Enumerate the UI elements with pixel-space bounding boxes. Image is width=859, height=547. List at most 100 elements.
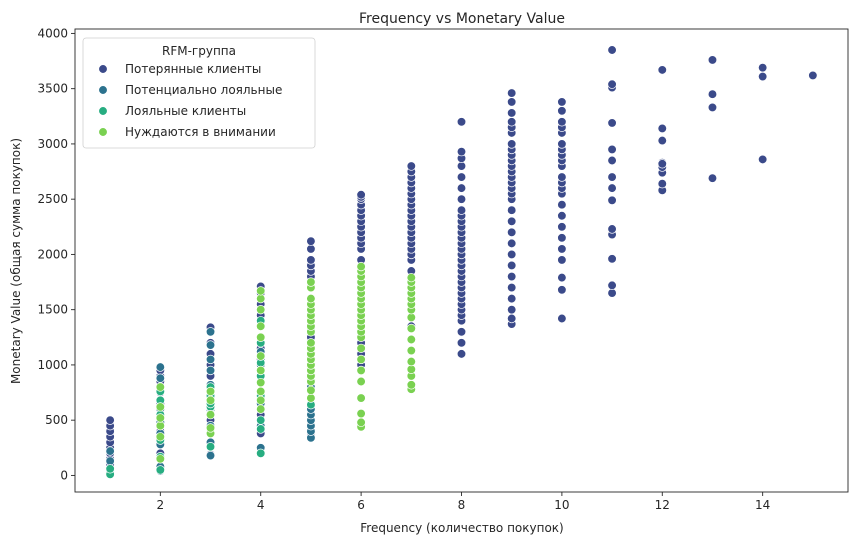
data-point — [205, 450, 216, 461]
data-point — [808, 70, 818, 81]
legend-label: Лояльные клиенты — [125, 104, 246, 118]
data-point — [205, 327, 216, 337]
x-tick-label: 12 — [655, 498, 670, 512]
data-point — [356, 417, 366, 428]
data-point — [607, 172, 617, 182]
data-point — [456, 183, 467, 193]
legend-title: RFM-группа — [162, 44, 236, 58]
data-point — [557, 285, 567, 295]
x-tick-label: 14 — [755, 498, 770, 512]
data-point — [557, 97, 567, 107]
data-point — [205, 365, 216, 376]
x-axis-label: Frequency (количество покупок) — [360, 521, 564, 535]
data-point — [607, 155, 617, 166]
data-point — [406, 356, 416, 367]
data-point — [707, 55, 718, 65]
x-tick-label: 10 — [554, 498, 569, 512]
data-point — [456, 349, 467, 359]
data-point — [406, 323, 416, 334]
data-point — [507, 260, 517, 271]
data-point — [607, 224, 617, 234]
y-tick-label: 1000 — [37, 358, 68, 372]
data-point — [356, 354, 366, 365]
data-point — [557, 211, 567, 221]
data-point — [256, 305, 266, 315]
data-point — [105, 446, 115, 456]
data-point — [155, 402, 165, 412]
data-point — [456, 147, 467, 157]
data-point — [507, 108, 517, 118]
data-point — [507, 238, 517, 249]
data-point — [306, 385, 316, 395]
data-point — [406, 272, 416, 283]
data-point — [356, 365, 366, 376]
data-point — [356, 343, 366, 354]
data-point — [256, 395, 266, 405]
data-point — [607, 280, 617, 291]
data-point — [256, 448, 266, 458]
data-point — [406, 380, 416, 390]
data-point — [205, 423, 216, 433]
data-point — [557, 117, 567, 127]
data-point — [155, 413, 165, 423]
data-point — [155, 421, 165, 431]
data-point — [205, 442, 216, 452]
data-point — [607, 79, 617, 89]
data-point — [306, 255, 316, 265]
data-point — [707, 89, 718, 99]
data-point — [758, 154, 768, 165]
data-point — [306, 236, 316, 246]
data-point — [256, 365, 266, 376]
data-point — [557, 172, 567, 182]
data-point — [557, 255, 567, 265]
x-tick-label: 8 — [458, 498, 466, 512]
data-point — [256, 424, 266, 434]
data-point — [256, 293, 266, 304]
data-point — [356, 393, 366, 403]
y-tick-label: 2500 — [37, 192, 68, 206]
data-point — [657, 159, 667, 169]
data-point — [256, 386, 266, 397]
data-point — [356, 376, 366, 387]
data-point — [356, 261, 366, 272]
legend-marker — [98, 64, 108, 74]
data-point — [306, 293, 316, 304]
data-point — [205, 386, 216, 397]
legend-marker — [98, 127, 108, 137]
data-point — [306, 244, 316, 254]
data-point — [507, 205, 517, 215]
data-point — [557, 200, 567, 210]
data-point — [707, 102, 718, 113]
data-point — [557, 244, 567, 254]
data-point — [507, 293, 517, 304]
y-tick-label: 3500 — [37, 82, 68, 96]
x-axis-ticks: 2 4 6 8 10 12 14 — [157, 492, 770, 512]
data-point — [507, 139, 517, 149]
data-point — [507, 249, 517, 260]
data-point — [607, 118, 617, 128]
x-tick-label: 2 — [157, 498, 165, 512]
data-point — [155, 373, 165, 383]
data-point — [557, 313, 567, 324]
plot-points — [105, 45, 818, 479]
data-point — [507, 305, 517, 315]
data-point — [256, 321, 266, 331]
data-point — [607, 254, 617, 264]
data-point — [306, 277, 316, 287]
data-point — [557, 106, 567, 116]
x-tick-label: 4 — [257, 498, 265, 512]
x-tick-label: 6 — [357, 498, 365, 512]
chart-title: Frequency vs Monetary Value — [359, 11, 565, 27]
data-point — [205, 354, 216, 365]
data-point — [507, 282, 517, 293]
y-tick-label: 3000 — [37, 137, 68, 151]
data-point — [607, 183, 617, 193]
data-point — [105, 464, 115, 474]
legend-items: Потерянные клиенты Потенциально лояльные Л… — [98, 62, 282, 139]
data-point — [155, 465, 165, 475]
data-point — [105, 415, 115, 425]
data-point — [256, 415, 266, 425]
data-point — [456, 338, 467, 348]
data-point — [657, 135, 667, 146]
